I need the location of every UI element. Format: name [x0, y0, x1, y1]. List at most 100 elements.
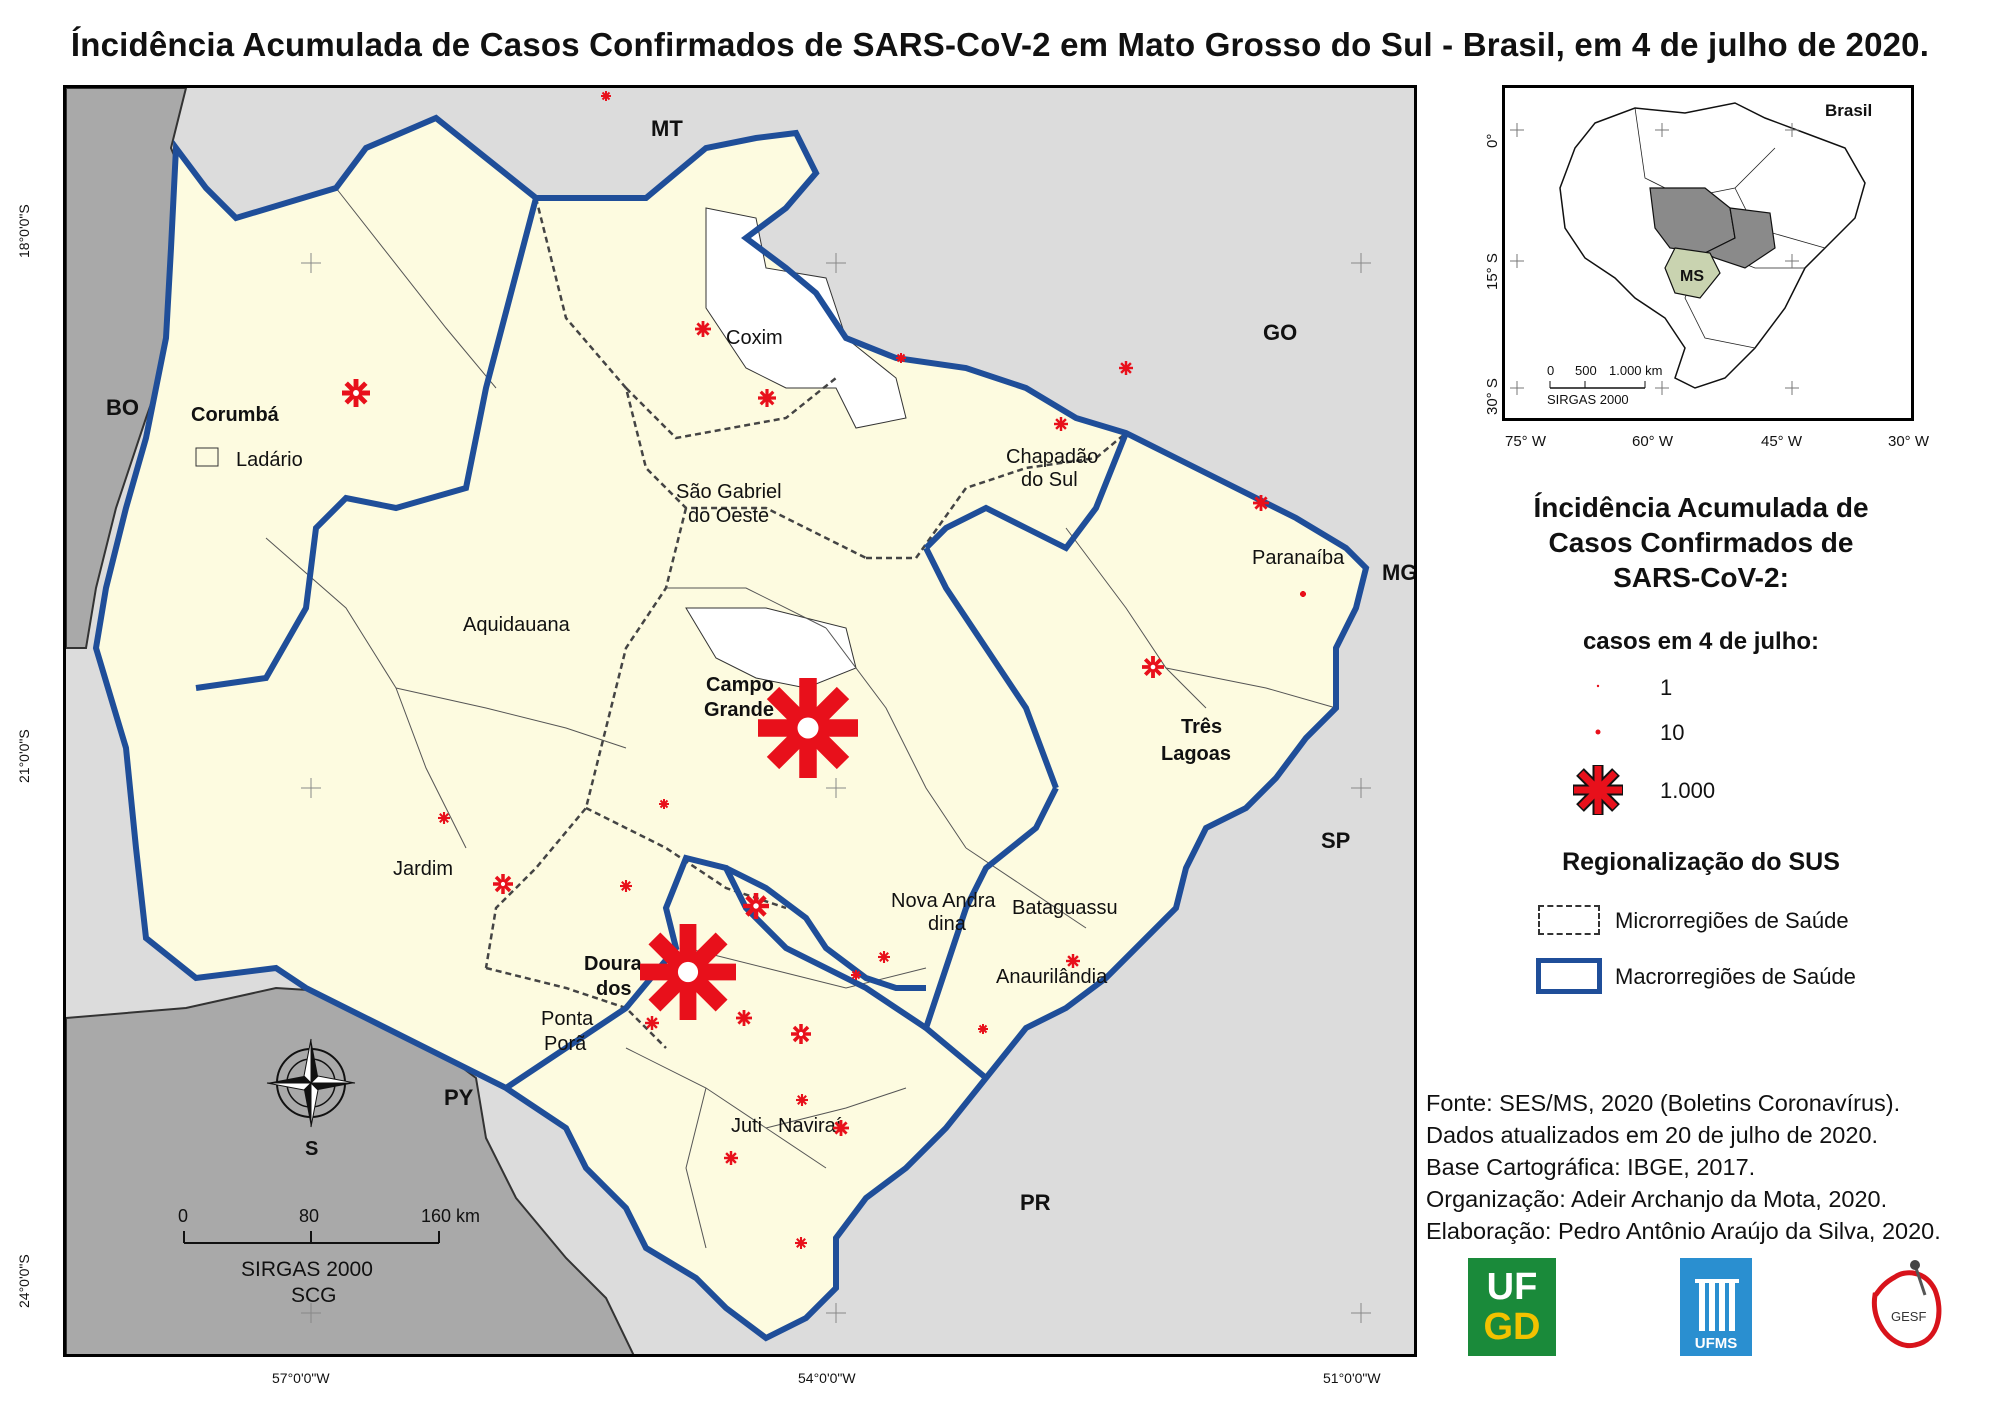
goias: [1703, 207, 1776, 269]
credit-source: Fonte: SES/MS, 2020 (Boletins Coronavíru…: [1426, 1090, 1901, 1116]
legend-title-3: SARS-CoV-2:: [1613, 562, 1789, 593]
ufms-logo-text: UFMS: [1694, 1335, 1738, 1352]
lon-label-57: 57°0'0"W: [272, 1370, 330, 1386]
city-corumba: Corumbá: [191, 404, 280, 426]
case-marker: [695, 321, 711, 337]
municipalities: [265, 187, 1337, 1249]
ufgd-logo: UF GD: [1468, 1258, 1556, 1356]
city-juti: Juti: [731, 1115, 762, 1137]
label-go: GO: [1263, 320, 1297, 345]
white-area-north: [705, 207, 907, 429]
scale-tick-0: 0: [178, 1206, 188, 1226]
city-ponta-pora-2: Porã: [544, 1033, 587, 1055]
city-chapadao: Chapadão: [1006, 446, 1098, 468]
city-paranaiba: Paranaíba: [1252, 547, 1345, 569]
inset-lat-30: 30° S: [1484, 378, 1501, 415]
case-marker: [438, 812, 450, 824]
ufms-logo: UFMS: [1680, 1258, 1752, 1356]
legend-label-10: 10: [1660, 720, 1685, 745]
case-marker: [1119, 361, 1133, 375]
case-marker: [640, 924, 736, 1020]
inset-scale-0: 0: [1547, 363, 1554, 378]
legend-title-1: Íncidência Acumulada de: [1533, 492, 1869, 523]
label-mg: MG: [1382, 560, 1417, 585]
city-campo-grande-2: Grande: [704, 699, 774, 721]
case-marker: [1142, 656, 1164, 678]
inset-lat-15: 15° S: [1484, 253, 1501, 290]
credit-elaboration: Elaboração: Pedro Antônio Araújo da Silv…: [1426, 1218, 1941, 1244]
legend-symbols: [1573, 684, 1623, 815]
inset-brasil-label: Brasil: [1825, 101, 1872, 120]
city-tres-lagoas-2: Lagoas: [1161, 743, 1231, 765]
micro-label: Microrregiões de Saúde: [1615, 908, 1849, 933]
main-map: MT GO MG SP PR PY BO Corumbá Ladário Cox…: [63, 85, 1417, 1357]
case-marker: [758, 389, 776, 407]
credit-updated: Dados atualizados em 20 de julho de 2020…: [1426, 1122, 1879, 1148]
ms-inset: [1664, 247, 1721, 299]
case-marker: [493, 874, 513, 894]
inset-lat-0: 0°: [1484, 133, 1501, 148]
lat-label-18: 18°0'0"S: [16, 204, 32, 258]
case-marker: [978, 1024, 988, 1034]
case-marker: [1253, 495, 1269, 511]
inset-lon-60: 60° W: [1632, 433, 1674, 450]
macro-regions: [92, 114, 1370, 1342]
credit-base: Base Cartográfica: IBGE, 2017.: [1426, 1154, 1756, 1180]
case-marker: [1066, 954, 1080, 968]
macro-label: Macrorregiões de Saúde: [1615, 964, 1856, 989]
city-coxim: Coxim: [726, 327, 783, 349]
scale-tick-80: 80: [299, 1206, 319, 1226]
case-marker: [1054, 417, 1068, 431]
scale-datum: SIRGAS 2000: [241, 1258, 373, 1281]
city-dourados-2: dos: [596, 978, 632, 1000]
gesf-logo: GESF: [1865, 1255, 1945, 1355]
credits: Fonte: SES/MS, 2020 (Boletins Coronavíru…: [1426, 1087, 1941, 1247]
ufms-building-icon: [1695, 1279, 1739, 1331]
inset-lon-30: 30° W: [1888, 433, 1930, 450]
city-tres-lagoas: Três: [1181, 716, 1222, 738]
label-sp: SP: [1321, 828, 1350, 853]
inset-scale: 0 500 1.000 km SIRGAS 2000: [1547, 363, 1662, 407]
inset-lon-45: 45° W: [1761, 433, 1803, 450]
case-marker: [724, 1151, 738, 1165]
city-bataguassu: Bataguassu: [1012, 897, 1118, 919]
city-dourados: Doura: [584, 953, 643, 975]
lat-label-21: 21°0'0"S: [16, 729, 32, 783]
label-pr: PR: [1020, 1190, 1051, 1215]
case-marker: [342, 379, 370, 407]
case-marker: [851, 970, 861, 980]
case-marker: [601, 91, 611, 101]
map-title: Íncidência Acumulada de Casos Confirmado…: [70, 26, 1930, 63]
city-nova-andradina: Nova Andra: [891, 890, 996, 912]
label-mt: MT: [651, 116, 683, 141]
case-marker: [620, 880, 632, 892]
legend-title-2: Casos Confirmados de: [1548, 527, 1854, 558]
case-marker: [758, 678, 858, 778]
case-marker: [878, 951, 890, 963]
inset-scale-datum: SIRGAS 2000: [1547, 392, 1629, 407]
case-marker: [743, 893, 769, 919]
city-navirai: Naviraí: [778, 1115, 842, 1137]
legend-symbol-10: [1595, 729, 1601, 735]
label-bo: BO: [106, 395, 139, 420]
north-label: S: [305, 1138, 318, 1160]
ufgd-logo-bottom: GD: [1483, 1306, 1541, 1348]
micro-swatch: [1538, 905, 1600, 935]
scale-tick-160: 160 km: [421, 1206, 480, 1226]
inset-canvas: MS Brasil 0 500 1.000 km SIRGAS 2000: [1510, 101, 1872, 407]
case-marker: [1300, 591, 1306, 597]
legend-subtitle: casos em 4 de julho:: [1582, 628, 1820, 655]
ufgd-logo-top: UF: [1486, 1266, 1538, 1308]
city-sao-gabriel: São Gabriel: [676, 481, 782, 503]
inset-map: MS Brasil 0 500 1.000 km SIRGAS 2000: [1502, 85, 1914, 421]
case-marker: [791, 1024, 811, 1044]
city-anaurilandia: Anaurilândia: [996, 966, 1108, 988]
lat-label-24: 24°0'0"S: [16, 1254, 32, 1308]
legend-label-1000: 1.000: [1660, 778, 1716, 803]
scale-bar: 0 80 160 km SIRGAS 2000 SCG: [178, 1206, 480, 1307]
inset-ms-label: MS: [1680, 268, 1704, 285]
city-ladario: Ladário: [236, 449, 303, 471]
legend-symbol-1: [1596, 684, 1600, 688]
city-jardim: Jardim: [393, 858, 453, 880]
city-ponta-pora: Ponta: [541, 1008, 594, 1030]
